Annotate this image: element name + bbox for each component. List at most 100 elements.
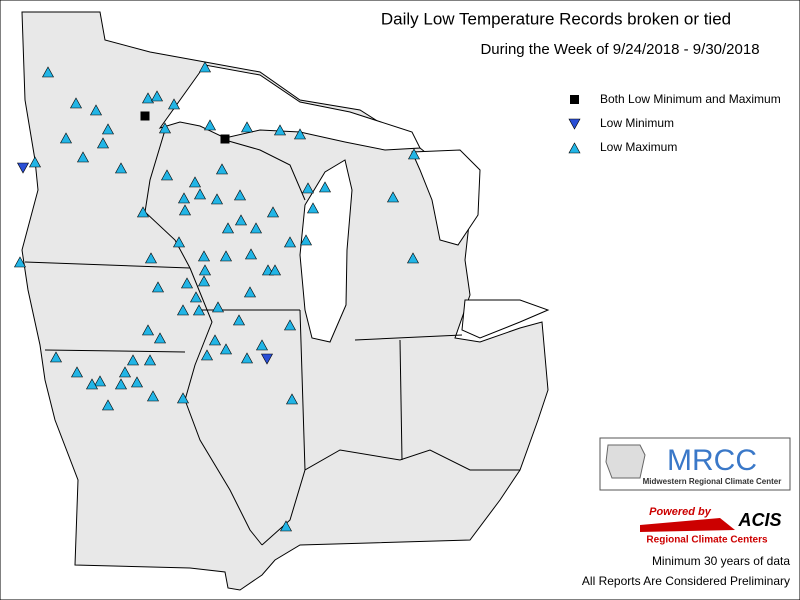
marker-low-maximum	[41, 66, 55, 78]
marker-low-maximum	[93, 375, 107, 387]
marker-low-maximum	[89, 104, 103, 116]
marker-low-maximum	[141, 324, 155, 336]
legend-label: Low Maximum	[600, 140, 677, 154]
marker-low-maximum	[172, 236, 186, 248]
marker-low-maximum	[249, 222, 263, 234]
legend: Both Low Minimum and Maximum Low Minimum…	[568, 92, 781, 154]
marker-low-maximum	[49, 351, 63, 363]
border-mi-in	[354, 334, 463, 341]
marker-low-maximum	[197, 275, 211, 287]
border-wi-mi	[224, 139, 306, 201]
marker-low-maximum	[386, 191, 400, 203]
marker-low-maximum	[96, 137, 110, 149]
marker-low-maximum	[293, 128, 307, 140]
marker-low-maximum	[255, 339, 269, 351]
marker-low-maximum	[200, 349, 214, 361]
marker-low-maximum	[406, 252, 420, 264]
marker-low-maximum	[197, 250, 211, 262]
marker-both	[220, 134, 230, 144]
marker-low-maximum	[114, 378, 128, 390]
marker-low-maximum	[143, 354, 157, 366]
marker-low-maximum	[407, 148, 421, 160]
marker-low-maximum	[189, 291, 203, 303]
marker-low-maximum	[114, 162, 128, 174]
mrcc-full-name: Midwestern Regional Climate Center	[643, 477, 782, 486]
marker-low-maximum	[85, 378, 99, 390]
marker-low-maximum	[240, 121, 254, 133]
marker-low-maximum	[233, 189, 247, 201]
border-ia-il	[184, 267, 213, 401]
marker-low-maximum	[273, 124, 287, 136]
marker-low-maximum	[160, 169, 174, 181]
lake-erie	[461, 299, 550, 339]
marker-low-maximum	[118, 366, 132, 378]
marker-both	[140, 111, 150, 121]
acis-name: ACIS	[737, 510, 781, 530]
marker-low-maximum	[176, 304, 190, 316]
marker-low-maximum	[177, 192, 191, 204]
marker-low-maximum	[130, 376, 144, 388]
border-ia-mo	[44, 349, 186, 353]
marker-low-maximum	[266, 206, 280, 218]
footnote: Minimum 30 years of data	[652, 554, 790, 568]
subtitle: During the Week of 9/24/2018 - 9/30/2018	[480, 41, 759, 58]
mrcc-logo: MRCC Midwestern Regional Climate Center	[599, 437, 791, 491]
marker-low-maximum	[59, 132, 73, 144]
marker-low-maximum	[176, 392, 190, 404]
marker-low-maximum	[76, 151, 90, 163]
acis-powered-by: Powered by	[649, 506, 712, 518]
legend-up-triangle	[568, 142, 581, 154]
marker-low-maximum	[141, 92, 155, 104]
marker-low-maximum	[234, 214, 248, 226]
legend-label: Low Minimum	[600, 116, 674, 130]
marker-low-maximum	[299, 234, 313, 246]
marker-low-maximum	[101, 399, 115, 411]
marker-low-maximum	[232, 314, 246, 326]
title: Daily Low Temperature Records broken or …	[381, 9, 731, 28]
marker-low-maximum	[144, 252, 158, 264]
marker-low-maximum	[318, 181, 332, 193]
marker-low-maximum	[178, 204, 192, 216]
footnote: All Reports Are Considered Preliminary	[582, 574, 790, 588]
marker-low-maximum	[221, 222, 235, 234]
acis-swoosh	[640, 518, 735, 532]
border-mn-ia	[24, 261, 191, 269]
marker-low-maximum	[279, 520, 293, 532]
marker-low-maximum	[153, 332, 167, 344]
marker-low-maximum	[146, 390, 160, 402]
legend-square	[570, 95, 579, 104]
marker-low-maximum	[283, 319, 297, 331]
marker-low-maximum	[188, 176, 202, 188]
marker-low-maximum	[240, 352, 254, 364]
border-in-oh	[399, 339, 403, 461]
marker-low-maximum	[192, 304, 206, 316]
marker-low-maximum	[283, 236, 297, 248]
legend-down-triangle	[568, 118, 581, 130]
acis-full-name: Regional Climate Centers	[646, 535, 768, 546]
marker-low-maximum	[243, 286, 257, 298]
marker-low-maximum	[136, 206, 150, 218]
marker-low-maximum	[126, 354, 140, 366]
border-mo-il	[184, 399, 263, 546]
marker-low-maximum	[219, 343, 233, 355]
border-il-in	[299, 309, 306, 471]
marker-low-maximum	[69, 97, 83, 109]
marker-low-maximum	[180, 277, 194, 289]
marker-low-maximum	[203, 119, 217, 131]
marker-low-maximum	[28, 156, 42, 168]
marker-low-maximum	[198, 61, 212, 73]
marker-low-maximum	[13, 256, 27, 268]
marker-low-maximum	[301, 182, 315, 194]
mrcc-name: MRCC	[667, 444, 757, 477]
marker-low-maximum	[193, 188, 207, 200]
acis-logo: Powered by ACIS Regional Climate Centers	[640, 506, 782, 546]
marker-low-maximum	[219, 250, 233, 262]
marker-low-maximum	[210, 193, 224, 205]
lake-huron	[411, 149, 481, 246]
marker-low-maximum	[198, 264, 212, 276]
marker-low-maximum	[215, 163, 229, 175]
marker-low-maximum	[268, 264, 282, 276]
marker-low-maximum	[211, 301, 225, 313]
marker-low-minimum	[16, 162, 30, 174]
